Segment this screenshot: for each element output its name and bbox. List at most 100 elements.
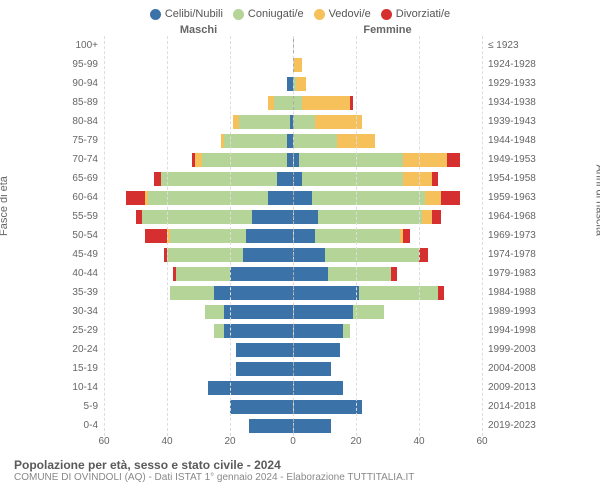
bars-wrap — [104, 305, 482, 319]
age-label: 50-54 — [60, 230, 104, 241]
bar-segment — [293, 267, 328, 281]
bars-female — [293, 381, 482, 395]
bars-female — [293, 229, 482, 243]
x-tick: 0 — [290, 436, 296, 447]
bar-segment — [325, 248, 420, 262]
legend-item: Coniugati/e — [233, 8, 304, 20]
bar-segment — [236, 343, 293, 357]
bar-segment — [214, 286, 293, 300]
bars-female — [293, 77, 482, 91]
age-label: 85-89 — [60, 97, 104, 108]
birth-year-label: 2009-2013 — [482, 382, 540, 393]
bar-segment — [391, 267, 397, 281]
bar-segment — [246, 229, 293, 243]
bar-segment — [239, 115, 289, 129]
bar-segment — [353, 305, 385, 319]
bars-wrap — [104, 286, 482, 300]
bar-segment — [236, 362, 293, 376]
bars-female — [293, 39, 482, 53]
bar-segment — [328, 267, 391, 281]
x-axis: 6040200204060 — [0, 436, 600, 452]
bar-segment — [293, 248, 325, 262]
bar-segment — [315, 115, 362, 129]
bars-wrap — [104, 248, 482, 262]
age-label: 90-94 — [60, 78, 104, 89]
bar-segment — [293, 58, 302, 72]
birth-year-label: 2014-2018 — [482, 401, 540, 412]
birth-year-label: 1984-1988 — [482, 287, 540, 298]
birth-year-label: 1994-1998 — [482, 325, 540, 336]
bars-male — [104, 267, 293, 281]
bars-female — [293, 96, 482, 110]
age-row: 100+≤ 1923 — [60, 36, 540, 55]
bar-segment — [293, 305, 353, 319]
bar-segment — [293, 115, 315, 129]
bars-male — [104, 248, 293, 262]
age-row: 25-291994-1998 — [60, 321, 540, 340]
footer-title: Popolazione per età, sesso e stato civil… — [14, 458, 586, 472]
legend-label: Divorziati/e — [396, 8, 450, 20]
bars-wrap — [104, 172, 482, 186]
bar-segment — [224, 305, 293, 319]
age-label: 70-74 — [60, 154, 104, 165]
bar-segment — [302, 96, 349, 110]
center-line — [293, 381, 294, 395]
bars-wrap — [104, 324, 482, 338]
bar-segment — [438, 286, 444, 300]
age-label: 45-49 — [60, 249, 104, 260]
bar-segment — [441, 191, 460, 205]
age-label: 0-4 — [60, 420, 104, 431]
age-row: 90-94 1929-1933 — [60, 74, 540, 93]
center-line — [293, 286, 294, 300]
bars-male — [104, 39, 293, 53]
bars-female — [293, 115, 482, 129]
age-row: 10-142009-2013 — [60, 378, 540, 397]
legend-label: Coniugati/e — [248, 8, 304, 20]
bar-segment — [243, 248, 293, 262]
bar-segment — [170, 229, 246, 243]
birth-year-label: 1924-1928 — [482, 59, 540, 70]
birth-year-label: 1959-1963 — [482, 192, 540, 203]
bar-segment — [293, 286, 359, 300]
bar-segment — [176, 267, 230, 281]
birth-year-label: 1979-1983 — [482, 268, 540, 279]
bar-segment — [202, 153, 287, 167]
bar-segment — [249, 419, 293, 433]
legend-swatch — [381, 9, 392, 20]
center-line — [293, 362, 294, 376]
age-label: 75-79 — [60, 135, 104, 146]
x-tick: 40 — [161, 436, 172, 447]
bars-male — [104, 210, 293, 224]
population-pyramid-chart: Celibi/NubiliConiugati/eVedovi/eDivorzia… — [0, 0, 600, 500]
bars-female — [293, 134, 482, 148]
age-row: 50-54 1969-1973 — [60, 226, 540, 245]
bars-male — [104, 229, 293, 243]
legend-label: Vedovi/e — [329, 8, 371, 20]
bar-segment — [350, 96, 353, 110]
gender-headers: Maschi Femmine — [0, 24, 600, 36]
age-row: 45-491974-1978 — [60, 245, 540, 264]
age-row: 75-791944-1948 — [60, 131, 540, 150]
bar-segment — [299, 153, 403, 167]
x-tick: 60 — [98, 436, 109, 447]
center-line — [293, 229, 294, 243]
bar-segment — [277, 172, 293, 186]
bars-female — [293, 210, 482, 224]
birth-year-label: 1969-1973 — [482, 230, 540, 241]
x-tick: 60 — [476, 436, 487, 447]
birth-year-label: 1989-1993 — [482, 306, 540, 317]
bars-female — [293, 362, 482, 376]
legend-swatch — [233, 9, 244, 20]
legend-swatch — [314, 9, 325, 20]
age-label: 15-19 — [60, 363, 104, 374]
age-label: 95-99 — [60, 59, 104, 70]
bars-female — [293, 58, 482, 72]
bar-segment — [403, 172, 431, 186]
birth-year-label: ≤ 1923 — [482, 40, 540, 51]
birth-year-label: 1929-1933 — [482, 78, 540, 89]
birth-year-label: 1954-1958 — [482, 173, 540, 184]
bar-segment — [224, 134, 287, 148]
bars-female — [293, 153, 482, 167]
x-tick: 20 — [224, 436, 235, 447]
x-tick: 20 — [350, 436, 361, 447]
